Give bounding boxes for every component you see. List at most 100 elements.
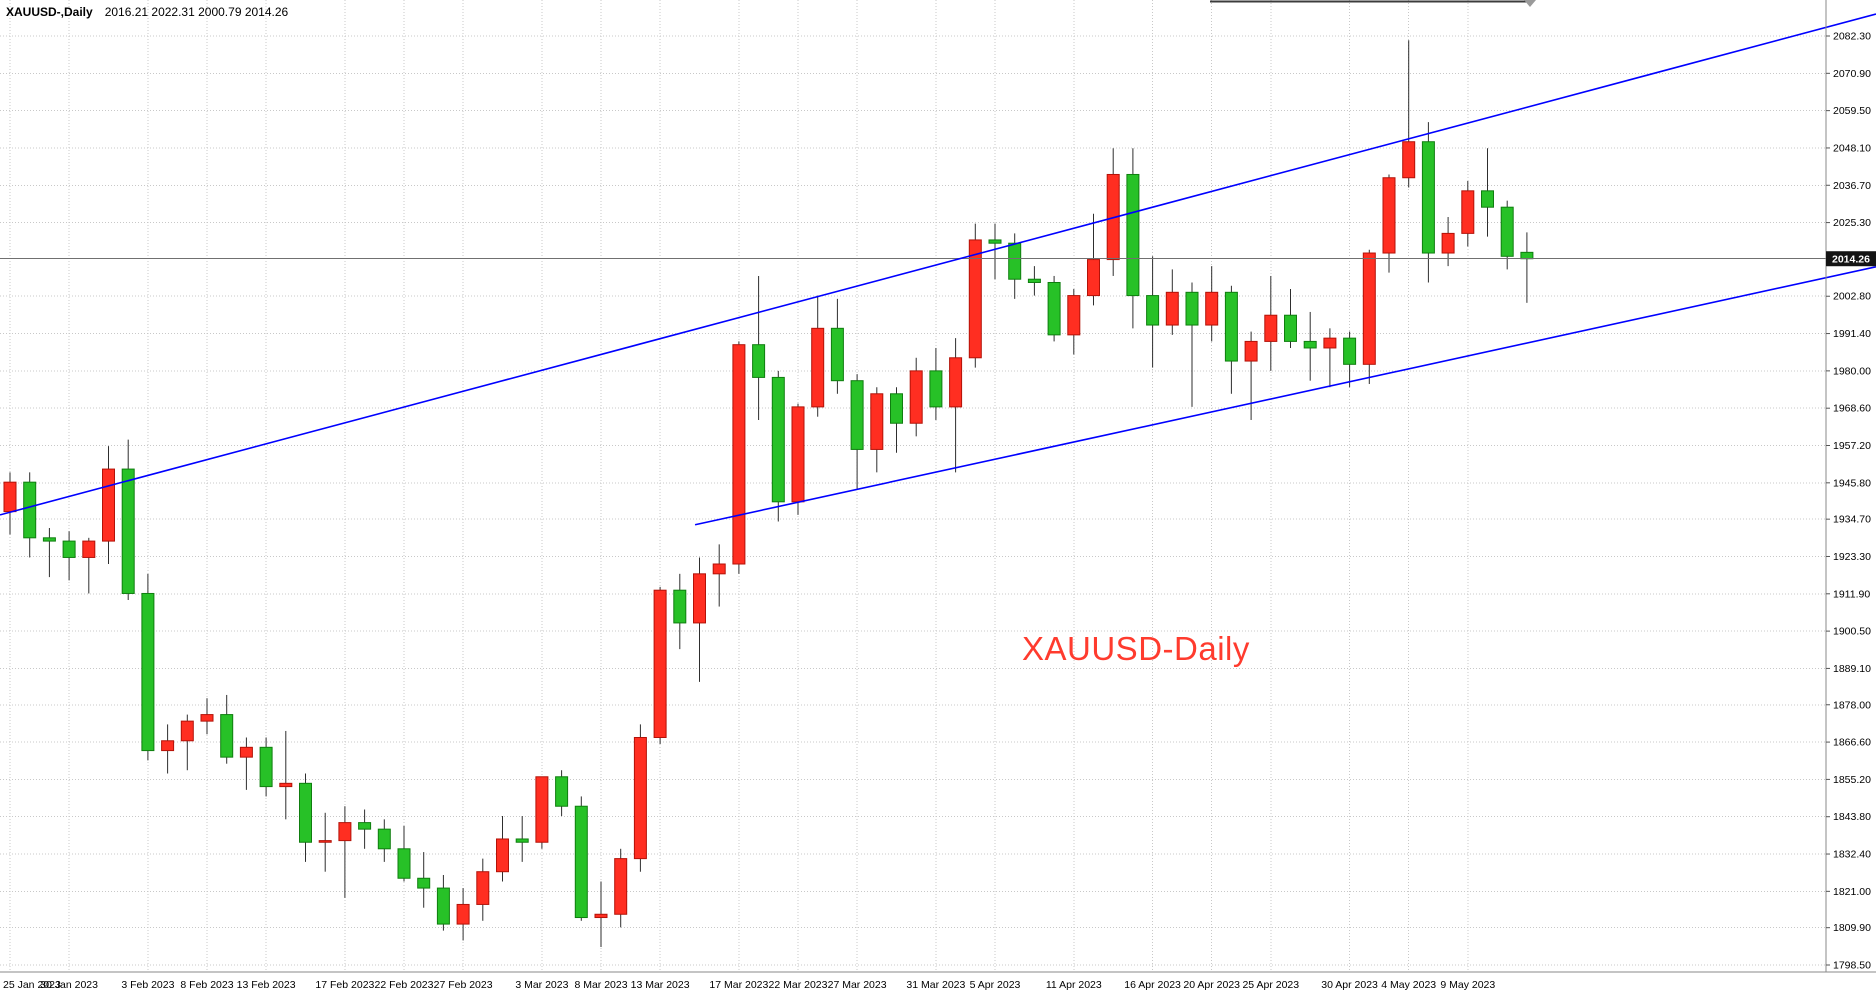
price-label: 1889.10 — [1833, 663, 1871, 675]
price-label: 2070.90 — [1833, 68, 1871, 80]
candle-body-bull — [949, 357, 963, 408]
price-label: 1934.70 — [1833, 514, 1871, 526]
time-label: 22 Feb 2023 — [375, 979, 434, 991]
candle-body-bear — [121, 468, 135, 594]
candle-body-bear — [1047, 281, 1061, 336]
candle-body-bull — [338, 822, 352, 842]
candle-body-bear — [23, 481, 37, 539]
candle-body-bear — [259, 746, 273, 788]
annotation-text[interactable]: XAUUSD-Daily — [1022, 630, 1250, 667]
time-label: 3 Mar 2023 — [515, 979, 568, 991]
price-label: 1957.20 — [1833, 440, 1871, 452]
time-label: 27 Mar 2023 — [828, 979, 887, 991]
time-label: 4 May 2023 — [1381, 979, 1436, 991]
candle-body-bull — [200, 714, 214, 722]
price-label: 2082.30 — [1833, 31, 1871, 43]
candle-body-bull — [161, 740, 175, 752]
price-label: 1945.80 — [1833, 477, 1871, 489]
price-label: 1798.50 — [1833, 960, 1871, 972]
candle-body-bull — [811, 327, 825, 408]
candle-body-bear — [1027, 278, 1041, 283]
candle-body-bull — [535, 776, 549, 843]
price-label: 2002.80 — [1833, 291, 1871, 303]
price-axis[interactable] — [1826, 0, 1876, 972]
candle-body-bull — [180, 720, 194, 742]
time-label: 3 Feb 2023 — [121, 979, 174, 991]
price-label: 1821.00 — [1833, 886, 1871, 898]
price-label: 1911.90 — [1833, 588, 1870, 600]
time-axis[interactable] — [0, 972, 1826, 997]
chart-ohlc-values: 2016.21 2022.31 2000.79 2014.26 — [104, 5, 289, 19]
time-label: 8 Feb 2023 — [180, 979, 233, 991]
candle-body-bull — [870, 393, 884, 450]
candle-body-bear — [1185, 291, 1199, 326]
candle-body-bull — [968, 239, 982, 359]
price-label: 1923.30 — [1833, 551, 1871, 563]
candle-body-bull — [1067, 295, 1081, 336]
candle-body-bear — [555, 776, 569, 807]
candle-body-bear — [673, 589, 687, 624]
chart-shift-marker[interactable] — [1524, 0, 1536, 7]
candle-body-bear — [299, 782, 312, 843]
candle-body-bear — [830, 327, 844, 382]
candle-body-bear — [929, 370, 943, 408]
candle-body-bear — [1481, 190, 1494, 208]
time-label: 5 Apr 2023 — [970, 979, 1021, 991]
candle-body-bull — [496, 838, 509, 873]
price-marker-badge — [1826, 251, 1876, 267]
price-label: 1843.80 — [1833, 811, 1871, 823]
price-label: 1968.60 — [1833, 403, 1871, 415]
candle-body-bull — [594, 913, 608, 919]
candle-body-bull — [1441, 232, 1455, 254]
candle-body-bull — [1165, 291, 1179, 326]
candle-body-bear — [1421, 141, 1435, 254]
time-label: 20 Apr 2023 — [1183, 979, 1240, 991]
candle-body-bull — [476, 871, 490, 905]
candle-body-bear — [850, 380, 864, 450]
price-label: 1832.40 — [1833, 849, 1871, 861]
time-label: 13 Feb 2023 — [237, 979, 296, 991]
channel-upper-trendline[interactable] — [0, 13, 1876, 516]
candle-body-bull — [693, 573, 706, 624]
price-label: 1809.90 — [1833, 922, 1871, 934]
candle-body-bull — [239, 746, 253, 758]
candle-body-bull — [1087, 259, 1100, 297]
candle-body-bull — [102, 468, 115, 542]
price-marker-text: 2014.26 — [1832, 254, 1870, 266]
candle-body-bull — [1402, 141, 1416, 179]
channel-lower-trendline[interactable] — [694, 265, 1876, 526]
candle-body-bear — [1008, 242, 1022, 280]
candle-body-bull — [791, 406, 805, 503]
candle-body-bull — [1362, 252, 1376, 365]
candle-body-bear — [1520, 251, 1534, 260]
time-label: 17 Feb 2023 — [315, 979, 374, 991]
candle-body-bear — [988, 239, 1002, 244]
price-label: 1878.00 — [1833, 699, 1871, 711]
time-label: 30 Jan 2023 — [40, 979, 98, 991]
candle-body-bear — [1500, 206, 1514, 257]
price-label: 2059.50 — [1833, 105, 1871, 117]
price-label: 2048.10 — [1833, 142, 1871, 154]
time-label: 11 Apr 2023 — [1046, 979, 1102, 991]
candle-body-bear — [1146, 295, 1160, 326]
price-label: 1900.50 — [1833, 626, 1871, 638]
candle-body-bear — [574, 805, 588, 919]
candle-body-bear — [752, 344, 766, 378]
candle-body-bear — [1224, 291, 1238, 362]
time-label: 25 Jan 2023 — [3, 979, 61, 991]
candle-body-bear — [1343, 337, 1357, 365]
candle-body-bull — [1264, 314, 1278, 342]
time-label: 22 Mar 2023 — [769, 979, 828, 991]
time-label: 30 Apr 2023 — [1321, 979, 1378, 991]
candle-body-bull — [653, 589, 667, 738]
candle-body-bear — [397, 848, 411, 879]
price-label: 1866.60 — [1833, 737, 1871, 749]
time-label: 17 Mar 2023 — [709, 979, 768, 991]
candle-body-bear — [1126, 173, 1140, 297]
time-label: 31 Mar 2023 — [906, 979, 965, 991]
candle-body-bear — [1284, 314, 1297, 342]
candle-body-bear — [515, 838, 529, 843]
chart-title: XAUUSD-,Daily 2016.21 2022.31 2000.79 201… — [6, 5, 288, 19]
candle-body-bull — [456, 903, 470, 925]
